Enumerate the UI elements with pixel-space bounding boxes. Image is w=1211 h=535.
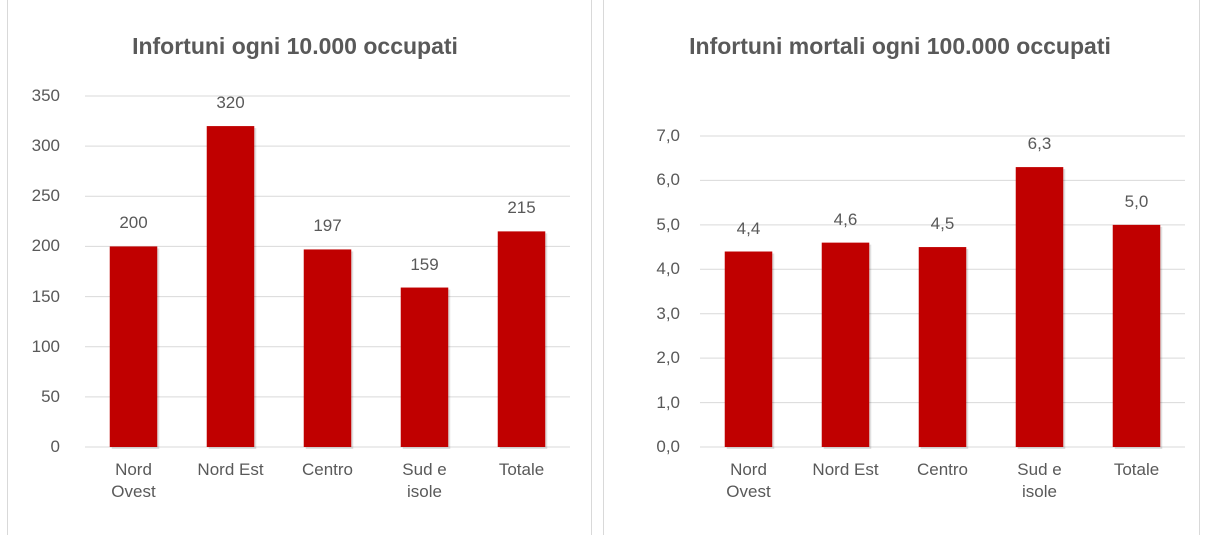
- bar: [918, 247, 967, 447]
- y-tick-label: 5,0: [656, 214, 680, 234]
- bar: [497, 231, 546, 447]
- y-tick-label: 4,0: [656, 259, 680, 279]
- bar: [109, 246, 158, 447]
- x-tick-label: Nord Ovest: [726, 460, 771, 501]
- y-tick-label: 300: [31, 136, 60, 156]
- y-tick-label: 7,0: [656, 126, 680, 145]
- data-label: 5,0: [1124, 191, 1149, 211]
- data-label: 215: [507, 198, 536, 218]
- y-tick-label: 0: [50, 437, 60, 456]
- chart-frame: [603, 0, 1200, 535]
- x-tick-label: Sud e isole: [1017, 460, 1062, 501]
- y-tick-label: 150: [31, 286, 60, 306]
- bar: [1015, 167, 1064, 447]
- chart-frame: [7, 0, 592, 535]
- x-tick-label: Totale: [498, 460, 545, 479]
- x-tick-label: Nord Ovest: [111, 460, 156, 501]
- y-tick-label: 6,0: [656, 170, 680, 190]
- x-tick-label: Nord Est: [812, 460, 879, 479]
- data-label: 4,5: [930, 214, 955, 234]
- chart-title: Infortuni mortali ogni 100.000 occupati: [689, 33, 1111, 59]
- chart-title: Infortuni ogni 10.000 occupati: [132, 33, 458, 59]
- y-tick-label: 100: [31, 336, 60, 356]
- data-label: 159: [410, 254, 439, 274]
- x-tick-label: Totale: [1113, 460, 1160, 479]
- bar: [206, 126, 255, 447]
- data-label: 200: [119, 213, 148, 233]
- data-label: 197: [313, 216, 342, 236]
- data-label: 320: [216, 93, 245, 113]
- x-tick-label: Sud e isole: [402, 460, 447, 501]
- x-tick-label: Centro: [916, 460, 969, 479]
- y-tick-label: 350: [31, 86, 60, 105]
- y-tick-label: 2,0: [656, 348, 680, 368]
- data-label: 4,6: [833, 209, 858, 229]
- bar: [724, 251, 773, 447]
- bar: [303, 249, 352, 447]
- y-tick-label: 3,0: [656, 303, 680, 323]
- y-tick-label: 0,0: [656, 437, 680, 456]
- data-label: 6,3: [1027, 134, 1052, 154]
- y-tick-label: 50: [41, 386, 60, 406]
- y-tick-label: 200: [31, 236, 60, 256]
- bar: [821, 242, 870, 447]
- y-tick-label: 250: [31, 186, 60, 206]
- bar: [400, 287, 449, 447]
- data-label: 4,4: [736, 218, 761, 238]
- x-tick-label: Centro: [301, 460, 354, 479]
- y-tick-label: 1,0: [656, 392, 680, 412]
- bar: [1112, 224, 1161, 447]
- x-tick-label: Nord Est: [197, 460, 264, 479]
